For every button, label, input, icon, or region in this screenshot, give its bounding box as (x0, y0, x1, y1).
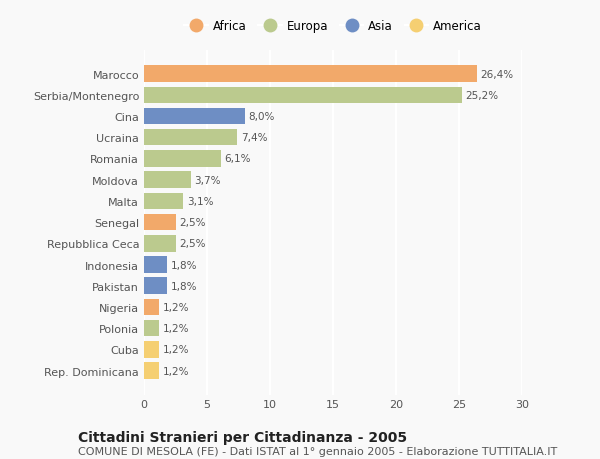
Text: 1,2%: 1,2% (163, 324, 190, 334)
Text: 3,7%: 3,7% (194, 175, 221, 185)
Text: 1,2%: 1,2% (163, 366, 190, 376)
Text: 25,2%: 25,2% (466, 90, 499, 101)
Bar (144, 363, 159, 379)
Text: 1,2%: 1,2% (163, 345, 190, 355)
Text: 3,1%: 3,1% (187, 196, 214, 207)
Text: 1,8%: 1,8% (170, 260, 197, 270)
Text: 1,2%: 1,2% (163, 302, 190, 312)
Bar (144, 341, 159, 358)
Text: 2,5%: 2,5% (179, 218, 206, 228)
Bar (144, 214, 176, 231)
Bar (144, 235, 176, 252)
Text: 2,5%: 2,5% (179, 239, 206, 249)
Text: COMUNE DI MESOLA (FE) - Dati ISTAT al 1° gennaio 2005 - Elaborazione TUTTITALIA.: COMUNE DI MESOLA (FE) - Dati ISTAT al 1°… (78, 446, 557, 456)
Bar (144, 129, 237, 146)
Bar (144, 278, 167, 294)
Bar (144, 151, 221, 168)
Text: 6,1%: 6,1% (224, 154, 251, 164)
Bar (144, 172, 191, 189)
Text: 1,8%: 1,8% (170, 281, 197, 291)
Legend: Africa, Europa, Asia, America: Africa, Europa, Asia, America (179, 15, 487, 38)
Bar (144, 257, 167, 273)
Text: 8,0%: 8,0% (248, 112, 275, 122)
Bar (144, 66, 476, 83)
Bar (144, 87, 461, 104)
Text: 26,4%: 26,4% (481, 69, 514, 79)
Bar (144, 108, 245, 125)
Bar (144, 193, 183, 210)
Bar (144, 299, 159, 316)
Text: 7,4%: 7,4% (241, 133, 268, 143)
Bar (144, 320, 159, 337)
Text: Cittadini Stranieri per Cittadinanza - 2005: Cittadini Stranieri per Cittadinanza - 2… (78, 431, 407, 444)
